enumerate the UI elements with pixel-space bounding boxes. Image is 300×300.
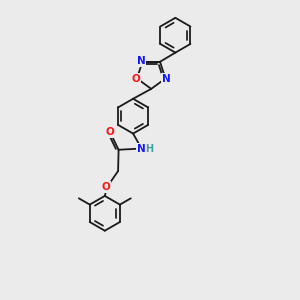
Text: N: N [137,144,146,154]
Text: N: N [137,56,146,66]
Text: N: N [162,74,171,83]
Text: O: O [102,182,110,192]
Text: O: O [106,127,115,137]
Text: H: H [145,144,153,154]
Text: O: O [131,74,140,83]
